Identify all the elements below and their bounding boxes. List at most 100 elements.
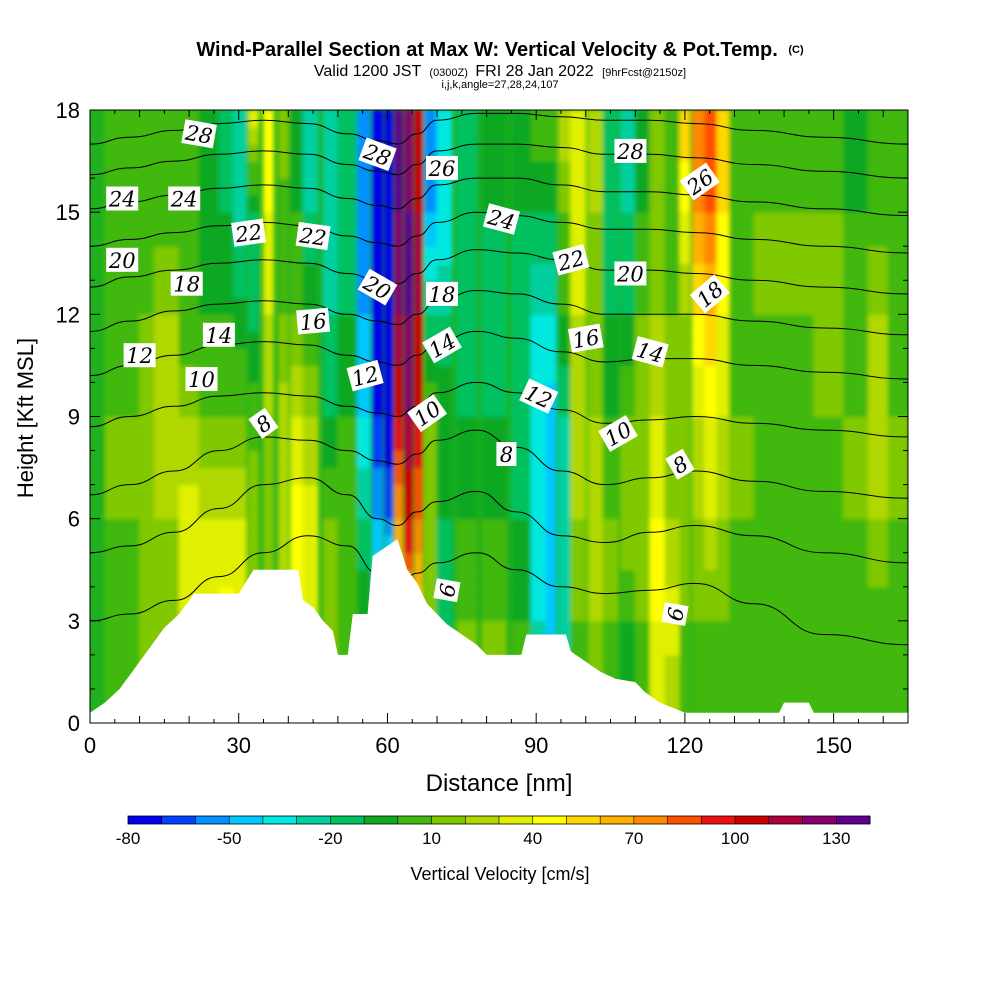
velocity-cell — [198, 484, 225, 503]
velocity-cell — [557, 194, 572, 213]
velocity-cell — [263, 484, 274, 503]
velocity-column — [887, 110, 908, 723]
velocity-cell — [753, 364, 785, 383]
velocity-cell — [404, 177, 413, 196]
contour-label-box — [482, 203, 521, 235]
velocity-cell — [704, 313, 718, 332]
velocity-cell — [634, 603, 651, 622]
velocity-cell — [649, 245, 666, 264]
x-tick-label: 0 — [84, 733, 96, 758]
velocity-cell — [704, 381, 718, 400]
velocity-cell — [704, 347, 718, 366]
contour-label-box — [358, 137, 397, 172]
velocity-cell — [481, 416, 507, 435]
velocity-cell — [753, 467, 785, 486]
velocity-cell — [153, 313, 185, 332]
velocity-cell — [691, 262, 706, 281]
velocity-cell — [570, 110, 587, 128]
velocity-cell — [218, 416, 235, 435]
velocity-cell — [557, 347, 572, 366]
contour-label-text: 18 — [429, 283, 456, 307]
velocity-cell — [619, 569, 636, 588]
velocity-cell — [664, 501, 681, 520]
velocity-cell — [602, 313, 619, 332]
velocity-cell — [813, 433, 845, 452]
velocity-column — [456, 110, 478, 723]
velocity-cell — [753, 518, 785, 537]
velocity-cell — [691, 381, 706, 400]
velocity-cell — [634, 501, 651, 520]
velocity-cell — [394, 518, 403, 537]
velocity-cell — [664, 194, 681, 213]
velocity-cell — [322, 143, 339, 162]
contour-label-box — [426, 281, 458, 306]
velocity-cell — [424, 126, 438, 145]
velocity-cell — [587, 296, 604, 315]
velocity-column — [867, 110, 889, 723]
velocity-cell — [813, 143, 845, 162]
velocity-cell — [357, 245, 371, 264]
velocity-cell — [277, 467, 289, 486]
velocity-cell — [424, 211, 438, 230]
velocity-cell — [557, 296, 572, 315]
velocity-cell — [679, 416, 691, 435]
velocity-cell — [481, 535, 507, 554]
velocity-cell — [104, 603, 141, 622]
velocity-cell — [602, 603, 619, 622]
velocity-cell — [481, 313, 507, 332]
colorbar-swatch — [397, 816, 433, 824]
y-axis: 0 3 6 9 12 15 18 — [56, 98, 908, 736]
contour-label-text: 10 — [188, 368, 215, 392]
velocity-cell — [704, 586, 718, 605]
velocity-cell — [414, 160, 423, 179]
velocity-cell — [290, 143, 304, 162]
chart-title: Wind-Parallel Section at Max W: Vertical… — [196, 39, 804, 61]
velocity-cell — [634, 518, 651, 537]
contour-label-text: 12 — [126, 344, 153, 368]
velocity-cell — [664, 654, 681, 673]
velocity-cell — [843, 603, 869, 622]
velocity-cell — [634, 160, 651, 179]
velocity-cell — [481, 518, 507, 537]
velocity-cell — [277, 501, 289, 520]
velocity-cell — [753, 637, 785, 656]
velocity-cell — [867, 501, 889, 520]
velocity-cell — [530, 552, 547, 571]
colorbar-swatch — [195, 816, 230, 824]
chart-title-tag: (C) — [788, 44, 804, 56]
velocity-cell — [664, 671, 681, 690]
velocity-cell — [634, 211, 651, 230]
velocity-cell — [887, 467, 908, 486]
velocity-cell — [277, 160, 289, 179]
contour-label-box — [689, 274, 730, 314]
velocity-cell — [716, 450, 731, 469]
velocity-cell — [178, 433, 200, 452]
velocity-cell — [414, 467, 423, 486]
velocity-cell — [679, 637, 691, 656]
velocity-cell — [436, 364, 453, 383]
velocity-cell — [104, 433, 141, 452]
velocity-cell — [679, 143, 691, 162]
velocity-cell — [218, 143, 235, 162]
theta-contour-line — [90, 381, 908, 438]
velocity-cell — [424, 194, 438, 213]
velocity-cell — [394, 484, 403, 503]
contour-label-box — [567, 323, 604, 353]
velocity-cell — [813, 381, 845, 400]
velocity-cell — [783, 620, 815, 639]
velocity-cell — [290, 381, 304, 400]
velocity-cell — [649, 381, 666, 400]
velocity-cell — [753, 245, 785, 264]
velocity-cell — [404, 535, 413, 554]
velocity-cell — [813, 654, 845, 673]
velocity-cell — [424, 262, 438, 281]
y-tick-label: 6 — [68, 507, 80, 532]
velocity-cell — [263, 347, 274, 366]
colorbar-swatch — [229, 816, 264, 824]
velocity-cell — [887, 262, 908, 281]
velocity-cell — [104, 126, 141, 145]
velocity-cell — [384, 501, 393, 520]
velocity-cell — [424, 586, 438, 605]
velocity-cell — [510, 518, 532, 537]
velocity-cell — [404, 398, 413, 417]
